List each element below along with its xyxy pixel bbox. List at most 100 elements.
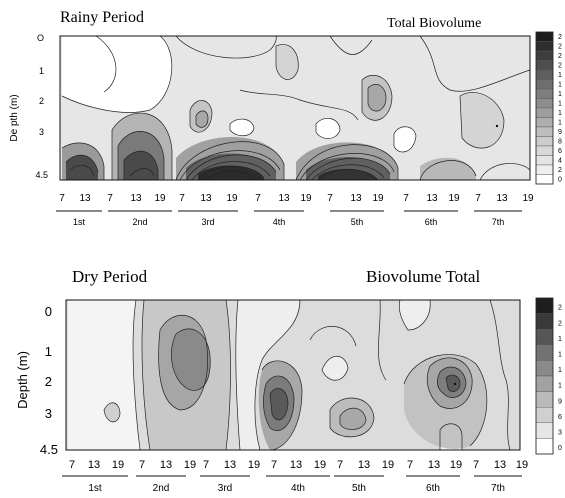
rainy-group-label: 7th — [492, 217, 505, 227]
dry-xtick: 7 — [271, 459, 277, 471]
legend-label: 1 — [558, 383, 562, 390]
legend-label: 6 — [558, 148, 562, 155]
rainy-xtick: 19 — [522, 193, 534, 204]
rainy-subtitle: Total Biovolume — [387, 16, 481, 31]
dry-group-label: 7th — [491, 483, 505, 494]
contour-region — [446, 375, 460, 392]
contour-region — [399, 300, 431, 330]
rainy-xtick: 19 — [372, 193, 384, 204]
dry-xtick: 19 — [248, 459, 260, 471]
contour-region — [235, 300, 300, 450]
legend-swatch — [535, 126, 554, 137]
legend-label: 1 — [558, 120, 562, 127]
legend-border — [535, 31, 554, 185]
legend-swatch — [535, 98, 554, 109]
dry-x-axis: 7 13 19 7 13 19 7 13 19 7 13 19 7 13 19 7 13 19 7 13 19 — [69, 459, 528, 471]
contour-region — [394, 126, 416, 152]
dry-xtick: 7 — [203, 459, 209, 471]
legend-swatch — [535, 422, 554, 439]
legend-label: 2 — [558, 53, 562, 60]
dry-ylabel: Depth (m) — [15, 351, 30, 409]
legend-label: 3 — [558, 430, 562, 437]
legend-label: 2 — [558, 305, 562, 312]
rainy-xtick: 13 — [79, 193, 91, 204]
legend-label: 4 — [558, 158, 562, 165]
dry-ytick: 0 — [45, 304, 52, 319]
contour-region — [276, 44, 299, 80]
dry-xtick: 13 — [224, 459, 236, 471]
rainy-ylabel: De pth (m) — [9, 94, 20, 141]
rainy-xtick: 7 — [59, 193, 65, 204]
dry-ytick: 4.5 — [40, 442, 58, 457]
rainy-group-label: 5th — [351, 217, 364, 227]
legend-label: 2 — [558, 34, 562, 41]
rainy-day-groups: 1st 2nd 3rd 4th 5th 6th 7th — [56, 210, 522, 227]
dry-xtick: 19 — [450, 459, 462, 471]
rainy-chart: Rainy Period Total Biovolume De pth (m) — [9, 9, 562, 227]
dry-xtick: 19 — [184, 459, 196, 471]
legend-swatch — [535, 313, 554, 330]
dry-xtick: 7 — [69, 459, 75, 471]
dry-xtick: 13 — [494, 459, 506, 471]
dry-xtick: 19 — [516, 459, 528, 471]
legend-swatch — [535, 60, 554, 71]
rainy-xtick: 7 — [475, 193, 481, 204]
contour-region — [230, 119, 254, 136]
dry-day-groups: 1st 2nd 3rd 4th 5th 6th 7th — [62, 475, 522, 494]
contour-region — [104, 402, 120, 422]
dry-title: Dry Period — [72, 267, 148, 286]
legend-swatch — [535, 164, 554, 175]
rainy-ytick: 2 — [39, 96, 44, 106]
dry-group-label: 4th — [291, 483, 305, 494]
rainy-xtick: 13 — [426, 193, 438, 204]
dry-xtick: 13 — [358, 459, 370, 471]
dry-xtick: 7 — [473, 459, 479, 471]
legend-label: 1 — [558, 72, 562, 79]
dry-xtick: 7 — [337, 459, 343, 471]
contour-region — [66, 155, 98, 180]
legend-swatch — [535, 360, 554, 377]
legend-label: 1 — [558, 336, 562, 343]
dry-xtick: 13 — [428, 459, 440, 471]
legend-label: 1 — [558, 367, 562, 374]
contour-region — [368, 84, 386, 112]
rainy-xtick: 7 — [327, 193, 333, 204]
legend-swatch — [535, 297, 554, 314]
legend-label: 0 — [558, 177, 562, 184]
rainy-plot-border — [59, 35, 531, 181]
legend-swatch — [535, 69, 554, 80]
dry-plot-area — [65, 299, 521, 451]
dry-ytick: 3 — [45, 406, 52, 421]
legend-label: 1 — [558, 101, 562, 108]
legend-label: 1 — [558, 91, 562, 98]
rainy-xtick: 7 — [255, 193, 261, 204]
rainy-group-label: 6th — [425, 217, 438, 227]
dry-xtick: 19 — [314, 459, 326, 471]
rainy-group-label: 3rd — [201, 217, 214, 227]
dry-y-axis: 0 1 2 3 4.5 — [40, 304, 58, 457]
legend-label: 9 — [558, 398, 562, 405]
rainy-xtick: 7 — [179, 193, 185, 204]
rainy-xtick: 13 — [278, 193, 290, 204]
legend-swatch — [535, 50, 554, 61]
dry-xtick: 13 — [88, 459, 100, 471]
legend-swatch — [535, 117, 554, 128]
contour-peak-marker — [453, 382, 457, 386]
legend-swatch — [535, 155, 554, 166]
legend-swatch — [535, 79, 554, 90]
rainy-xtick: 19 — [154, 193, 166, 204]
contour-region — [460, 92, 504, 149]
contour-region — [68, 300, 140, 450]
rainy-xtick: 19 — [300, 193, 312, 204]
rainy-y-axis: O 1 2 3 4.5 — [35, 33, 48, 180]
dry-group-label: 1st — [88, 483, 102, 494]
rainy-ytick: O — [37, 33, 44, 43]
contour-region — [171, 328, 211, 391]
rainy-xtick: 13 — [200, 193, 212, 204]
legend-swatch — [535, 145, 554, 156]
legend-swatch — [535, 344, 554, 361]
contour-region — [316, 118, 340, 139]
legend-label: 2 — [558, 44, 562, 51]
dry-xtick: 13 — [160, 459, 172, 471]
legend-swatch — [535, 391, 554, 408]
